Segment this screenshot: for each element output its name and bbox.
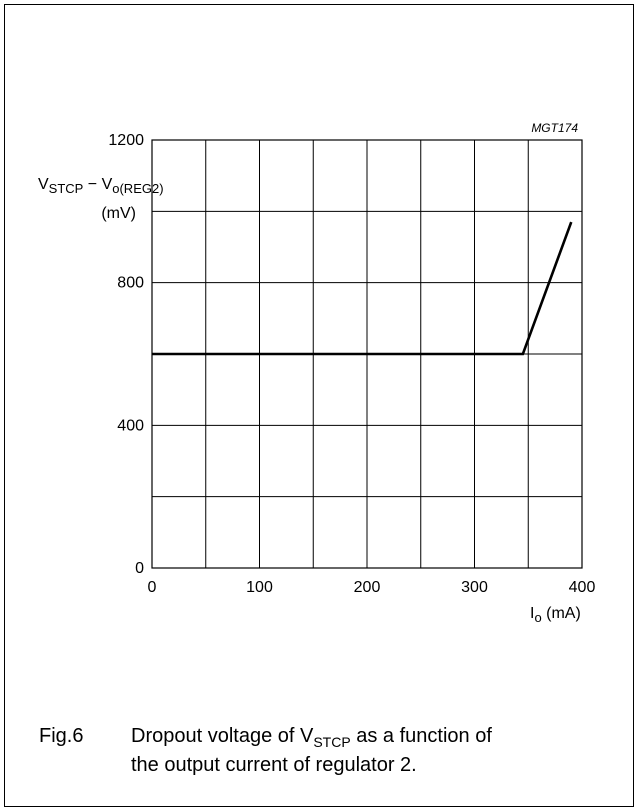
series-line	[152, 221, 573, 356]
y-tick-label: 800	[117, 275, 144, 292]
x-tick-label: 200	[354, 579, 381, 596]
figure-frame	[4, 4, 634, 807]
x-tick-label: 400	[569, 579, 596, 596]
x-tick-label: 0	[148, 579, 157, 596]
y-axis-label: VSTCP − Vo(REG2)	[38, 176, 164, 196]
y-tick-label: 0	[135, 560, 144, 577]
x-axis-label: Io (mA)	[530, 605, 581, 625]
tick-labels: 0 100 200 300 400 0 400 800 1200	[108, 132, 595, 596]
figure-id-label: MGT174	[531, 121, 578, 135]
y-axis-unit: (mV)	[101, 205, 136, 222]
y-tick-label: 400	[117, 417, 144, 434]
figure-number: Fig.6	[39, 725, 84, 747]
caption-line-1: Dropout voltage of VSTCP as a function o…	[131, 725, 492, 750]
x-tick-label: 300	[461, 579, 488, 596]
caption-text: Dropout voltage of VSTCP as a function o…	[131, 722, 631, 779]
caption-line-2: the output current of regulator 2.	[131, 754, 417, 776]
x-tick-label: 100	[246, 579, 273, 596]
y-tick-label: 1200	[108, 132, 144, 149]
